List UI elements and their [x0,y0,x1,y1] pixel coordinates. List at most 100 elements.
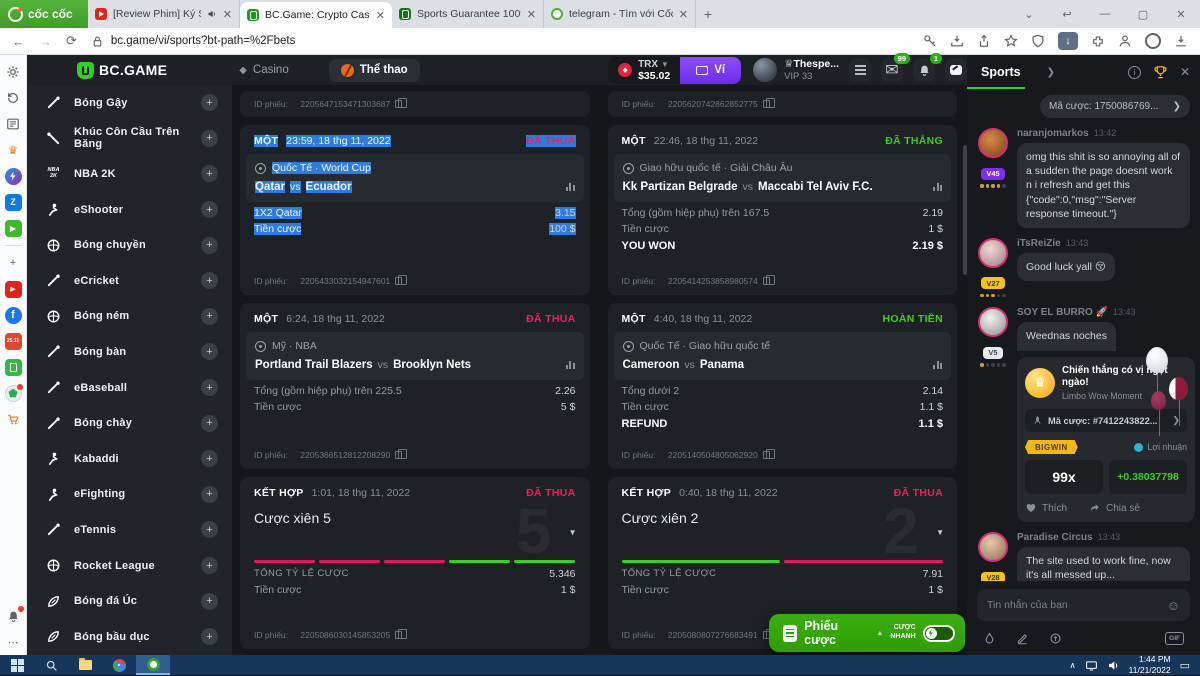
expand-plus-icon[interactable]: + [201,201,218,219]
avatar[interactable] [978,128,1008,158]
expand-plus-icon[interactable]: + [201,236,218,254]
event-block[interactable]: Giao hữu quốc tế · Giải Châu Âu Kk Parti… [613,154,951,202]
share-button[interactable]: Chia sẻ [1089,502,1140,514]
copy-icon[interactable] [395,629,408,639]
tab-close-icon[interactable]: ✕ [222,8,232,21]
shopping-cart-icon[interactable] [5,411,22,428]
file-explorer-icon[interactable] [68,655,102,675]
tray-expand-icon[interactable]: ∧ [1069,659,1076,670]
copy-icon[interactable] [762,98,775,108]
share-icon[interactable] [977,34,991,48]
stats-chart-icon[interactable] [933,183,942,191]
sidebar-item-baseball[interactable]: Bóng chày + [27,405,232,441]
tab-bcgame-active[interactable]: BC.Game: Crypto Casino Gam ✕ [240,2,392,28]
close-button[interactable]: ✕ [1176,8,1186,21]
expand-plus-icon[interactable]: + [201,485,218,503]
expand-plus-icon[interactable]: + [201,414,218,432]
chat-close-icon[interactable]: ✕ [1179,65,1190,79]
new-tab-button[interactable]: + [703,6,713,22]
tab-youtube[interactable]: [Review Phim] Ký Sinh Tr... ✕ [88,0,240,28]
draw-pen-icon[interactable] [1016,632,1029,645]
bookmark-star-icon[interactable] [1004,34,1018,48]
facebook-icon[interactable]: f [4,306,22,324]
copy-icon[interactable] [762,449,775,459]
volume-icon[interactable] [1107,659,1120,672]
extensions-icon[interactable] [1091,34,1105,48]
newsfeed-icon[interactable] [5,116,22,133]
bet-card-combo-5[interactable]: KẾT HỢP 1:01, 18 thg 11, 2022 ĐÃ THUA Cư… [240,477,590,649]
gif-picker-icon[interactable]: GIF [1165,631,1184,645]
event-block[interactable]: Quốc Tế · World Cup Qatar vs Ecuador [246,154,584,202]
notifications-bell-icon[interactable] [5,605,24,625]
download-active-icon[interactable]: ↓ [1058,32,1078,50]
tab-close-icon[interactable]: ✕ [526,8,536,21]
tab-sports-guarantee[interactable]: Sports Guarantee 100% cash ✕ [392,0,544,28]
bet-card-partizan-maccabi[interactable]: MỘT 22:46, 18 thg 11, 2022 ĐÃ THẮNG Giao… [607,125,957,295]
avatar[interactable] [978,532,1008,562]
system-clock[interactable]: 1:44 PM 11/21/2022 [1128,654,1171,675]
stats-chart-icon[interactable] [565,183,575,191]
games-icon[interactable]: ▶ [4,219,22,237]
youtube-icon[interactable]: ▶ [4,280,22,298]
tab-telegram-search[interactable]: telegram - Tìm với Cốc Cốc ✕ [544,0,696,28]
bet-card-portland-brooklyn[interactable]: MỘT 6:24, 18 thg 11, 2022 ĐÃ THUA Mỹ · N… [240,303,590,469]
emoji-icon[interactable]: ☺ [1166,597,1180,613]
sidebar-item-rugby[interactable]: Bóng bầu dục + [27,619,232,655]
chat-username[interactable]: Paradise Circus 13:43 [1017,532,1121,543]
betslip-button[interactable]: Phiếu cược ▲ CƯỢC NHANH [769,614,965,652]
sidebar-item-ecricket[interactable]: eCricket + [27,263,232,299]
avatar[interactable] [978,237,1008,268]
mail-icon[interactable]: ✉ 99 [881,53,910,81]
sidebar-item-nba2k[interactable]: NBA 2K NBA 2K + [27,156,232,192]
zalo-icon[interactable]: Z [4,193,22,211]
copy-icon[interactable] [762,275,775,285]
reading-list-icon[interactable] [1118,34,1132,48]
copy-icon[interactable] [395,98,408,108]
menu-toggle-icon[interactable] [849,59,871,81]
expand-plus-icon[interactable]: + [201,521,218,539]
chrome-icon[interactable] [102,655,136,675]
url-field[interactable]: bc.game/vi/sports?bt-path=%2Fbets [91,35,909,48]
quick-bet-toggle[interactable] [922,624,955,642]
win-bet-code[interactable]: Mã cược: #7412243822... ❯ [1025,409,1187,432]
expand-plus-icon[interactable]: + [201,592,218,610]
chat-rules-info-icon[interactable]: i [1127,65,1141,79]
add-shortcut-icon[interactable]: + [9,257,17,269]
user-info[interactable]: ♕Thespe... VIP 33 [753,58,839,82]
user-avatar[interactable] [753,58,778,82]
tab-close-icon[interactable]: ✕ [375,9,385,22]
minimize-button[interactable]: — [1099,8,1111,20]
expand-plus-icon[interactable]: + [201,450,218,468]
expand-plus-icon[interactable]: + [201,379,218,397]
expand-plus-icon[interactable]: + [201,165,218,183]
coccoc-taskbar-icon[interactable] [136,655,170,675]
contest-trophy-icon[interactable] [1153,65,1168,80]
sale-25-11-icon[interactable]: 25.11 [4,332,22,350]
recent-tabs-icon[interactable]: ↩ [1062,8,1072,21]
like-button[interactable]: Thích [1025,502,1067,514]
expand-plus-icon[interactable]: + [201,557,218,575]
chat-username[interactable]: iTsReiZie 13:43 [1017,237,1089,249]
chat-channel-chevron-icon[interactable]: ❯ [1046,66,1055,78]
expand-plus-icon[interactable]: + [201,628,218,646]
chat-username[interactable]: SOY EL BURRO 🚀 13:43 [1017,307,1136,319]
main-scrollbar[interactable] [963,145,967,275]
combo-title-block[interactable]: Cược xiên 5 5 ▼ [240,495,590,567]
battery-saver-icon[interactable] [4,358,22,376]
stats-chart-icon[interactable] [565,361,575,369]
win-share-card[interactable]: ♛ Chiến thắng có vị ngọt ngào! Limbo Wow… [1017,356,1195,522]
back-icon[interactable]: ← [12,33,25,49]
sidebar-item-ebaseball[interactable]: eBaseball + [27,370,232,406]
save-page-icon[interactable] [950,34,964,48]
sidebar-item-efighting[interactable]: eFighting + [27,477,232,513]
profile-avatar-icon[interactable] [1145,33,1161,49]
chat-tab-sports[interactable]: Sports [981,65,1021,79]
sidebar-item-etennis[interactable]: eTennis + [27,512,232,548]
network-icon[interactable] [1085,659,1098,672]
rain-drop-icon[interactable] [983,632,996,645]
taskbar-search-icon[interactable] [34,655,68,675]
coccoc-brand[interactable]: cốc cốc [0,0,88,28]
event-block[interactable]: Quốc Tế · Giao hữu quốc tế Cameroon vs P… [613,332,951,380]
wallet-button[interactable]: Ví [680,56,742,84]
expand-plus-icon[interactable]: + [201,272,218,290]
